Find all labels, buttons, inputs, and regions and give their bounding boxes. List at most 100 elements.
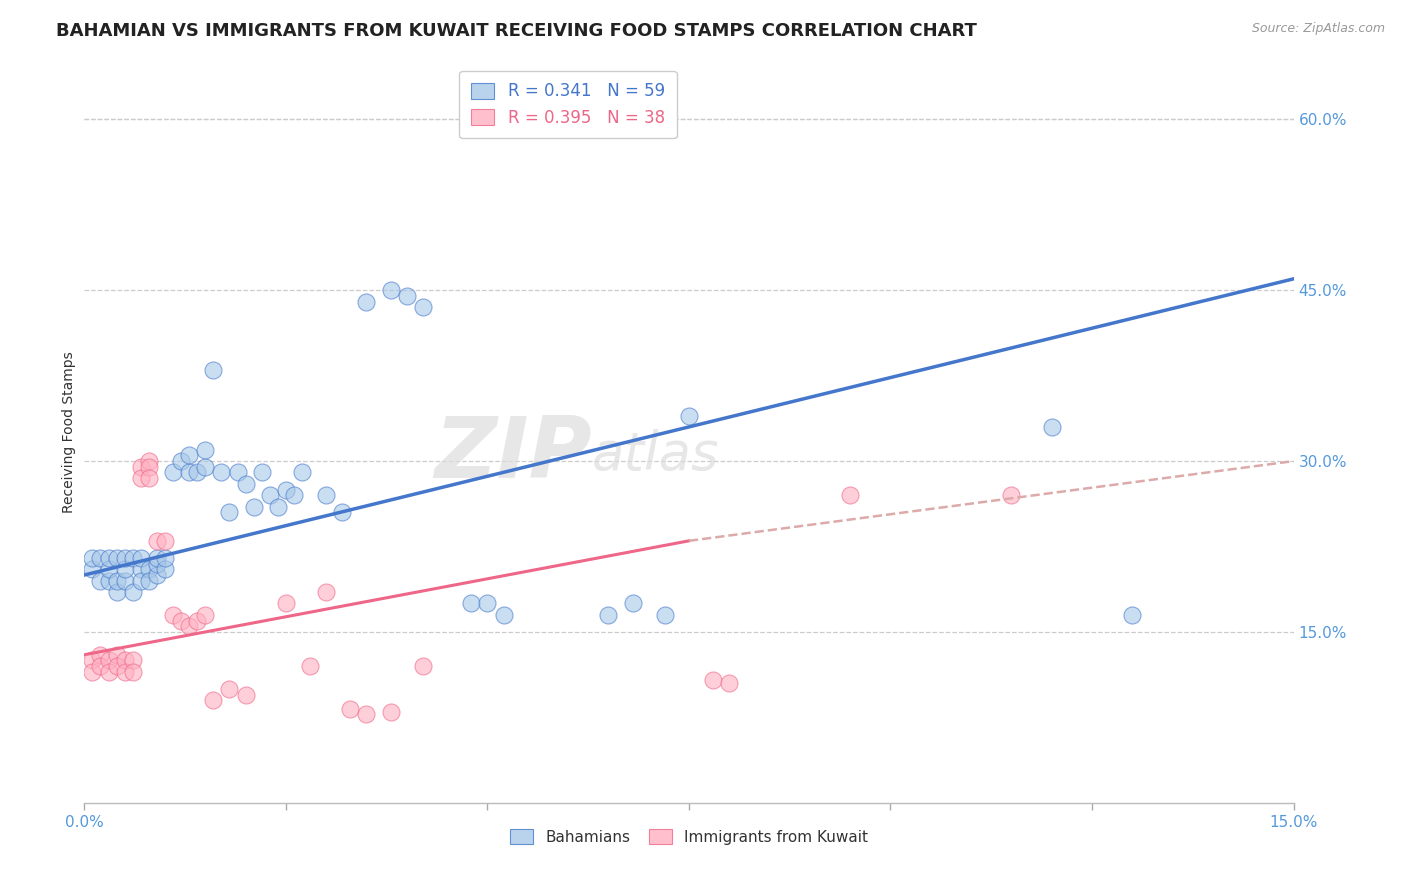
- Point: [621, 597, 644, 611]
- Point: [702, 673, 724, 687]
- Point: [267, 500, 290, 514]
- Y-axis label: Receiving Food Stamps: Receiving Food Stamps: [62, 351, 76, 514]
- Point: [194, 607, 217, 622]
- Point: [330, 505, 353, 519]
- Point: [179, 619, 201, 633]
- Point: [114, 665, 136, 679]
- Point: [105, 574, 128, 588]
- Point: [105, 550, 128, 565]
- Point: [412, 301, 434, 315]
- Point: [202, 363, 225, 377]
- Point: [138, 574, 160, 588]
- Point: [121, 585, 143, 599]
- Point: [129, 574, 152, 588]
- Point: [129, 550, 152, 565]
- Point: [89, 550, 111, 565]
- Point: [105, 648, 128, 662]
- Point: [121, 665, 143, 679]
- Point: [162, 466, 184, 480]
- Point: [299, 659, 322, 673]
- Point: [460, 597, 482, 611]
- Text: Source: ZipAtlas.com: Source: ZipAtlas.com: [1251, 22, 1385, 36]
- Point: [274, 483, 297, 497]
- Text: BAHAMIAN VS IMMIGRANTS FROM KUWAIT RECEIVING FOOD STAMPS CORRELATION CHART: BAHAMIAN VS IMMIGRANTS FROM KUWAIT RECEI…: [56, 22, 977, 40]
- Point: [356, 294, 378, 309]
- Point: [89, 659, 111, 673]
- Point: [179, 466, 201, 480]
- Point: [274, 597, 297, 611]
- Point: [235, 688, 257, 702]
- Point: [226, 466, 249, 480]
- Point: [97, 665, 120, 679]
- Point: [380, 283, 402, 297]
- Point: [283, 488, 305, 502]
- Point: [121, 550, 143, 565]
- Point: [218, 681, 240, 696]
- Point: [129, 471, 152, 485]
- Point: [202, 693, 225, 707]
- Point: [82, 550, 104, 565]
- Point: [1040, 420, 1063, 434]
- Point: [380, 705, 402, 719]
- Point: [105, 659, 128, 673]
- Point: [138, 454, 160, 468]
- Legend: Bahamians, Immigrants from Kuwait: Bahamians, Immigrants from Kuwait: [503, 823, 875, 851]
- Point: [146, 533, 169, 548]
- Point: [186, 466, 208, 480]
- Point: [97, 562, 120, 576]
- Point: [114, 562, 136, 576]
- Point: [1121, 607, 1143, 622]
- Point: [114, 574, 136, 588]
- Point: [146, 568, 169, 582]
- Point: [114, 550, 136, 565]
- Text: atlas: atlas: [592, 429, 720, 481]
- Point: [129, 459, 152, 474]
- Point: [315, 585, 337, 599]
- Point: [259, 488, 281, 502]
- Point: [153, 550, 176, 565]
- Point: [194, 459, 217, 474]
- Point: [170, 614, 193, 628]
- Point: [170, 454, 193, 468]
- Point: [153, 562, 176, 576]
- Point: [209, 466, 232, 480]
- Point: [395, 289, 418, 303]
- Point: [218, 505, 240, 519]
- Point: [129, 562, 152, 576]
- Point: [412, 659, 434, 673]
- Point: [153, 533, 176, 548]
- Point: [186, 614, 208, 628]
- Point: [105, 585, 128, 599]
- Point: [97, 653, 120, 667]
- Point: [146, 550, 169, 565]
- Point: [1000, 488, 1022, 502]
- Point: [89, 648, 111, 662]
- Point: [97, 550, 120, 565]
- Text: ZIP: ZIP: [434, 413, 592, 496]
- Point: [179, 449, 201, 463]
- Point: [250, 466, 273, 480]
- Point: [138, 459, 160, 474]
- Point: [138, 471, 160, 485]
- Point: [654, 607, 676, 622]
- Point: [718, 676, 741, 690]
- Point: [678, 409, 700, 423]
- Point: [291, 466, 314, 480]
- Point: [194, 442, 217, 457]
- Point: [339, 702, 361, 716]
- Point: [89, 574, 111, 588]
- Point: [82, 653, 104, 667]
- Point: [235, 476, 257, 491]
- Point: [138, 562, 160, 576]
- Point: [315, 488, 337, 502]
- Point: [121, 653, 143, 667]
- Point: [356, 706, 378, 721]
- Point: [477, 597, 499, 611]
- Point: [146, 557, 169, 571]
- Point: [242, 500, 264, 514]
- Point: [839, 488, 862, 502]
- Point: [82, 562, 104, 576]
- Point: [598, 607, 620, 622]
- Point: [492, 607, 515, 622]
- Point: [97, 574, 120, 588]
